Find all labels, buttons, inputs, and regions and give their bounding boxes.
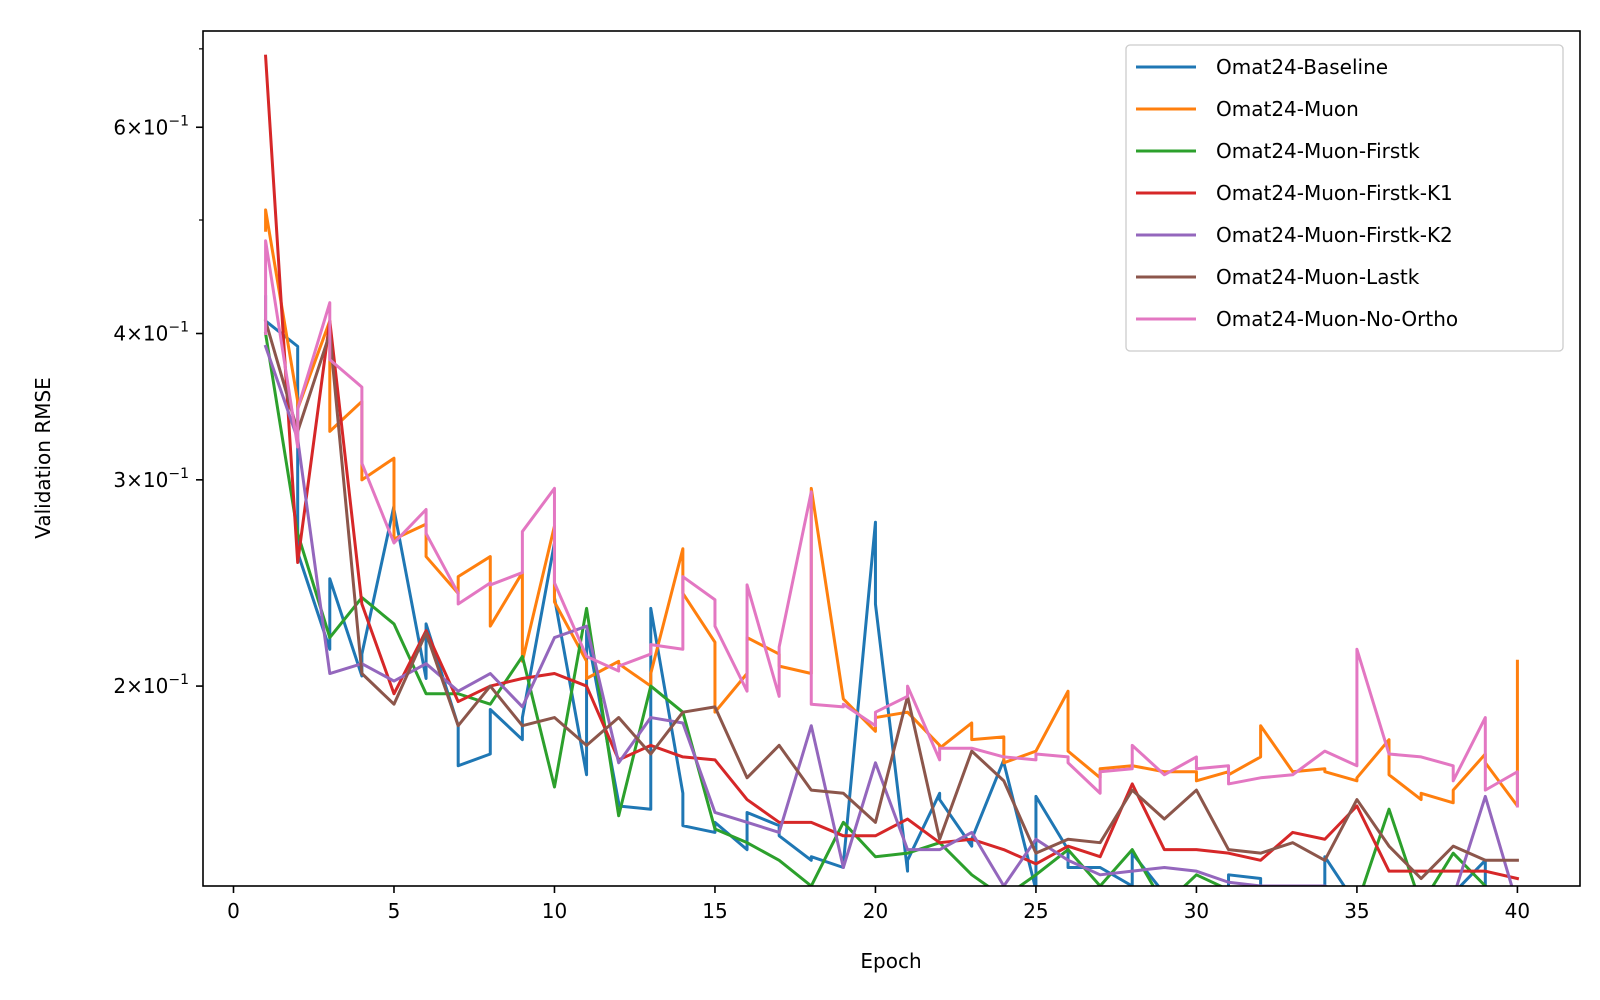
- plot-frame: [202, 30, 1581, 887]
- legend-label: Omat24-Muon-Firstk: [1216, 139, 1420, 163]
- legend-label: Omat24-Muon-Firstk-K2: [1216, 223, 1453, 247]
- x-axis: 0 5 10 15 20 25 30 35 40: [227, 886, 1530, 923]
- x-tick-label: 40: [1505, 899, 1530, 923]
- x-tick-label: 5: [388, 899, 401, 923]
- y-tick-label: 3×10−1: [113, 466, 189, 492]
- legend-box: [1125, 44, 1564, 352]
- series-line-1: [264, 295, 1487, 886]
- legend-label: Omat24-Baseline: [1216, 55, 1388, 79]
- x-tick-label: 25: [1023, 899, 1048, 923]
- x-tick-label: 30: [1184, 899, 1209, 923]
- x-tick-label: 20: [863, 899, 888, 923]
- series-line-6: [263, 319, 1519, 881]
- series-layer: [263, 54, 1520, 886]
- y-axis: 2×10−1 3×10−1 4×10−1 6×10−1: [113, 48, 203, 698]
- x-tick-label: 10: [542, 899, 567, 923]
- y-tick-label: 2×10−1: [113, 672, 189, 698]
- legend-label: Omat24-Muon: [1216, 97, 1359, 121]
- series-line-4: [263, 54, 1520, 881]
- y-tick-label: 4×10−1: [113, 320, 189, 346]
- x-tick-label: 0: [227, 899, 240, 923]
- series-line-5: [263, 344, 1514, 886]
- x-axis-label: Epoch: [860, 949, 921, 973]
- y-axis-label: Validation RMSE: [31, 377, 55, 539]
- legend: Omat24-Baseline Omat24-Muon Omat24-Muon-Fi…: [1125, 44, 1564, 352]
- legend-label: Omat24-Muon-Firstk-K1: [1216, 181, 1453, 205]
- legend-label: Omat24-Muon-Lastk: [1216, 265, 1420, 289]
- y-tick-label: 6×10−1: [113, 113, 189, 139]
- x-tick-label: 35: [1344, 899, 1369, 923]
- series-line-3: [263, 331, 1488, 886]
- legend-label: Omat24-Muon-No-Ortho: [1216, 307, 1458, 331]
- series-line-7: [264, 239, 1519, 808]
- x-tick-label: 15: [702, 899, 727, 923]
